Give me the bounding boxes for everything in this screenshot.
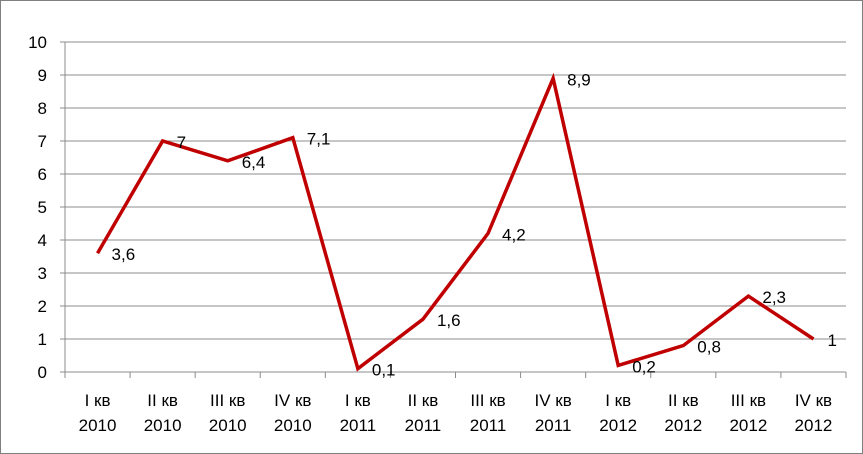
data-label: 7: [177, 133, 186, 152]
series-line-group: [96, 72, 815, 372]
x-category-year: 2011: [405, 416, 442, 435]
y-tick-label: 10: [28, 33, 47, 52]
data-label: 1,6: [437, 311, 461, 330]
x-axis-categories: I кв 2010 II кв 2010 III кв 2010 IV кв 2010 I кв…: [79, 391, 833, 435]
x-category-year: 2011: [535, 416, 572, 435]
y-tick-label: 5: [38, 198, 47, 217]
x-category-quarter: III кв: [470, 391, 505, 410]
x-category-quarter: I кв: [85, 391, 111, 410]
data-label: 7,1: [307, 130, 331, 149]
data-label: 8,9: [567, 70, 591, 89]
x-category-year: 2012: [795, 416, 833, 435]
x-category-year: 2011: [470, 416, 507, 435]
data-label: 0,8: [697, 338, 721, 357]
x-category-year: 2010: [79, 416, 117, 435]
x-category-year: 2012: [664, 416, 702, 435]
x-category-quarter: IV кв: [534, 391, 571, 410]
x-category-quarter: II кв: [147, 391, 178, 410]
data-label: 3,6: [112, 245, 136, 264]
data-label: 0,1: [372, 361, 396, 380]
x-category-year: 2012: [599, 416, 637, 435]
x-category-year: 2011: [340, 416, 377, 435]
data-label: 2,3: [762, 288, 786, 307]
x-category-quarter: I кв: [605, 391, 631, 410]
x-category-quarter: II кв: [668, 391, 699, 410]
data-label: 4,2: [502, 225, 526, 244]
y-tick-label: 6: [38, 165, 47, 184]
series-line: [96, 72, 815, 372]
data-label: 1: [827, 331, 836, 350]
y-tick-label: 9: [38, 66, 47, 85]
x-category-year: 2010: [274, 416, 312, 435]
y-tick-label: 3: [38, 264, 47, 283]
gridlines: [65, 41, 846, 340]
x-category-quarter: IV кв: [795, 391, 832, 410]
y-tick-label: 2: [38, 297, 47, 316]
y-tick-label: 4: [38, 231, 47, 250]
x-category-quarter: I кв: [345, 391, 371, 410]
y-axis-ticks: 0 1 2 3 4 5 6 7 8 9 10: [28, 33, 65, 382]
axes: [64, 42, 847, 378]
x-category-quarter: IV кв: [274, 391, 311, 410]
data-labels: 3,6 7 6,4 7,1 0,1 1,6 4,2 8,9 0,2 0,8 2,3 1: [112, 70, 837, 379]
x-category-quarter: II кв: [408, 391, 439, 410]
x-category-year: 2010: [209, 416, 247, 435]
y-tick-label: 7: [38, 132, 47, 151]
data-label: 6,4: [242, 153, 266, 172]
data-label: 0,2: [632, 357, 656, 376]
y-tick-label: 1: [38, 330, 47, 349]
x-category-quarter: III кв: [731, 391, 766, 410]
x-category-year: 2012: [729, 416, 767, 435]
y-tick-label: 0: [38, 363, 47, 382]
x-category-quarter: III кв: [210, 391, 245, 410]
y-tick-label: 8: [38, 99, 47, 118]
x-category-year: 2010: [144, 416, 182, 435]
